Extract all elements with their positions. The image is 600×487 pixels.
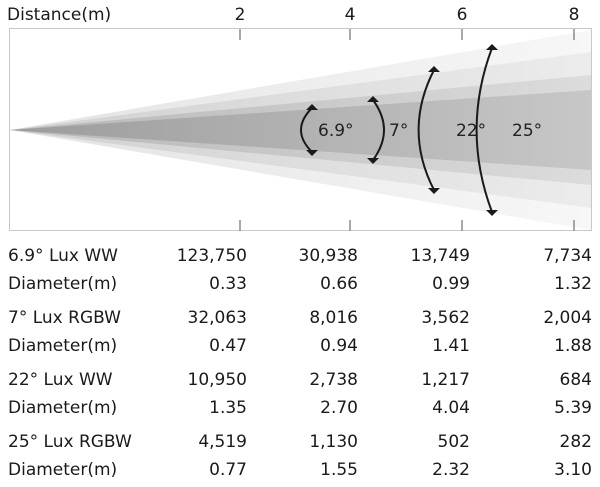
- table-row-label: 22° Lux WW: [8, 370, 113, 390]
- table-cell: 3.10: [554, 460, 592, 480]
- table-cell: 1.32: [554, 274, 592, 294]
- table-cell: 5.39: [554, 398, 592, 418]
- x-tick-label: 6: [457, 5, 468, 25]
- table-row-label: 25° Lux RGBW: [8, 432, 132, 452]
- table-cell: 0.77: [209, 460, 247, 480]
- beam-angle-label: 22°: [456, 121, 486, 141]
- table-cell: 30,938: [298, 246, 358, 266]
- table-cell: 2.32: [432, 460, 470, 480]
- table-cell: 0.33: [209, 274, 247, 294]
- table-cell: 7,734: [543, 246, 592, 266]
- table-cell: 0.47: [209, 336, 247, 356]
- arc-arrowhead: [428, 66, 440, 72]
- table-cell: 123,750: [176, 246, 247, 266]
- arc-arrowhead: [428, 188, 440, 194]
- table-row-label: Diameter(m): [8, 398, 118, 418]
- beam-angle-arc: [417, 69, 435, 191]
- table-row-label: 6.9° Lux WW: [8, 246, 118, 266]
- table-row-label: 7° Lux RGBW: [8, 308, 121, 328]
- table-cell: 0.66: [320, 274, 358, 294]
- table-cell: 0.94: [320, 336, 358, 356]
- table-cell: 282: [559, 432, 592, 452]
- arc-arrowhead: [367, 158, 379, 164]
- arc-arrowhead: [306, 150, 318, 156]
- table-cell: 1,217: [421, 370, 470, 390]
- table-cell: 684: [559, 370, 592, 390]
- x-tick-label: 4: [345, 5, 356, 25]
- table-cell: 1.55: [320, 460, 358, 480]
- table-row-label: Diameter(m): [8, 274, 118, 294]
- table-cell: 32,063: [187, 308, 247, 328]
- table-cell: 3,562: [421, 308, 470, 328]
- x-tick-label: 8: [569, 5, 580, 25]
- table-row-label: Diameter(m): [8, 460, 118, 480]
- table-cell: 10,950: [187, 370, 247, 390]
- table-cell: 1.41: [432, 336, 470, 356]
- beam-angle-label: 25°: [512, 121, 542, 141]
- x-tick-label: 2: [235, 5, 246, 25]
- beam-angle-label: 6.9°: [318, 121, 354, 141]
- beam-angle-arc: [372, 99, 385, 161]
- beam-angle-arc: [475, 47, 493, 213]
- table-cell: 1,130: [309, 432, 358, 452]
- beam-angle-arc: [300, 107, 313, 153]
- table-cell: 8,016: [309, 308, 358, 328]
- arc-arrowhead: [367, 96, 379, 102]
- beam-angle-label: 7°: [389, 121, 408, 141]
- table-cell: 2.70: [320, 398, 358, 418]
- table-cell: 502: [437, 432, 470, 452]
- table-cell: 1.35: [209, 398, 247, 418]
- table-cell: 2,738: [309, 370, 358, 390]
- table-row-label: Diameter(m): [8, 336, 118, 356]
- arc-arrowhead: [486, 44, 498, 50]
- arc-arrowhead: [486, 210, 498, 216]
- table-cell: 2,004: [543, 308, 592, 328]
- arc-arrowhead: [306, 104, 318, 110]
- table-cell: 13,749: [410, 246, 470, 266]
- table-cell: 1.88: [554, 336, 592, 356]
- table-cell: 0.99: [432, 274, 470, 294]
- x-axis-title: Distance(m): [7, 5, 111, 25]
- table-cell: 4,519: [198, 432, 247, 452]
- table-cell: 4.04: [432, 398, 470, 418]
